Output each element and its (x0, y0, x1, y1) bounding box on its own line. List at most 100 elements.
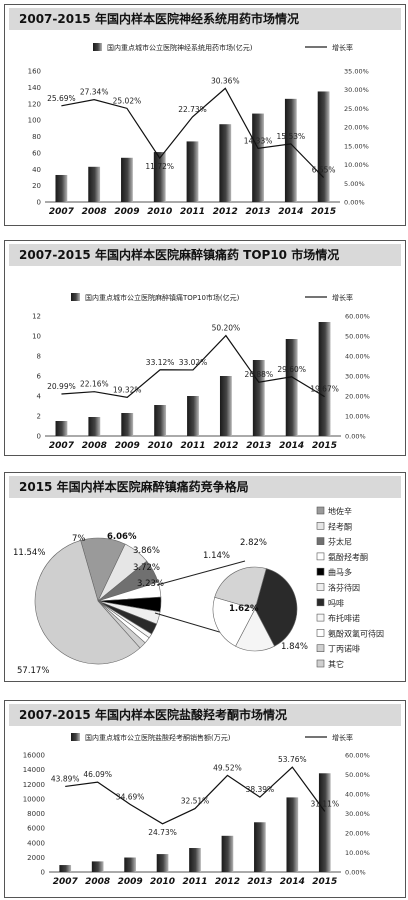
legend-swatch (316, 644, 325, 652)
growth-data-label: 14.33% (244, 136, 273, 145)
growth-data-label: 25.02% (113, 96, 142, 105)
y2-tick-label: 20.00% (344, 124, 369, 132)
legend-line-label: 增长率 (332, 43, 353, 52)
growth-line (65, 766, 326, 825)
bar (55, 174, 68, 202)
y-tick-label: 8000 (27, 810, 45, 818)
y2-tick-label: 30.00% (344, 86, 369, 94)
bar (252, 113, 264, 202)
growth-data-label: 38.39% (246, 785, 275, 794)
pie-data-label: 6.06% (107, 532, 137, 542)
bar (124, 857, 136, 872)
legend-label: 氨酚羟考酮 (328, 552, 368, 562)
bar (254, 822, 266, 872)
y-tick-label: 2 (37, 413, 41, 421)
x-tick-label: 2011 (182, 877, 207, 887)
x-tick-label: 2010 (147, 207, 172, 217)
bar (187, 396, 199, 436)
bar (121, 157, 133, 202)
x-tick-label: 2008 (82, 207, 107, 217)
x-tick-label: 2010 (148, 441, 173, 451)
pie-data-label: 3.23% (137, 579, 164, 589)
x-tick-label: 2008 (82, 441, 107, 451)
y2-tick-label: 30.00% (345, 373, 370, 381)
y-tick-label: 4 (37, 393, 42, 401)
y2-tick-label: 35.00% (344, 68, 369, 76)
y2-tick-label: 0.00% (345, 433, 366, 441)
bar (91, 861, 104, 872)
growth-data-label: 31.11% (310, 799, 339, 808)
x-tick-label: 2014 (280, 877, 305, 887)
legend-label: 吗啡 (328, 598, 344, 608)
bar (121, 413, 134, 436)
x-tick-label: 2009 (118, 877, 143, 887)
y-tick-label: 12000 (23, 781, 45, 789)
bar (186, 141, 199, 202)
pie-data-label: 3.86% (133, 546, 160, 556)
bar (55, 421, 68, 436)
growth-data-label: 22.73% (178, 105, 207, 114)
chart-panel-oxycodone: 2007-2015 年国内样本医院盐酸羟考酮市场情况 国内重点城市公立医院盐酸羟… (4, 700, 406, 898)
y-tick-label: 80 (32, 133, 41, 141)
x-tick-label: 2010 (150, 877, 175, 887)
y-tick-label: 4000 (27, 839, 45, 847)
legend-swatch (316, 521, 325, 530)
x-tick-label: 2012 (213, 441, 238, 451)
legend-label: 羟考酮 (328, 521, 352, 531)
detail-pie-data-label: 1.14% (203, 551, 230, 561)
legend-swatch (316, 552, 325, 561)
y-tick-label: 2000 (27, 854, 45, 862)
legend-swatch (316, 506, 325, 515)
growth-data-label: 24.73% (148, 828, 177, 837)
y-tick-label: 20 (32, 182, 41, 190)
legend-line-label: 增长率 (332, 293, 353, 302)
growth-data-label: 11.72% (145, 162, 174, 171)
y2-tick-label: 20.00% (345, 830, 370, 838)
growth-data-label: 20.99% (47, 382, 76, 391)
bar (318, 322, 331, 436)
growth-data-label: 26.88% (244, 370, 273, 379)
chart-title: 2007-2015 年国内样本医院神经系统用药市场情况 (9, 8, 401, 30)
y-tick-label: 6 (37, 373, 42, 381)
chart-panel-neuro: 2007-2015 年国内样本医院神经系统用药市场情况 国内重点城市公立医院神经… (4, 4, 406, 226)
growth-data-label: 22.16% (80, 380, 109, 389)
legend-bar-swatch (93, 43, 102, 51)
bar (88, 166, 101, 202)
bar (317, 91, 330, 202)
detail-pie-slice (254, 568, 298, 647)
legend-label: 洛芬待因 (328, 583, 360, 593)
x-tick-label: 2013 (246, 207, 271, 217)
legend-swatch (316, 583, 325, 591)
growth-data-label: 53.76% (278, 755, 307, 764)
growth-data-label: 19.67% (310, 385, 339, 394)
growth-data-label: 29.60% (277, 365, 306, 374)
y-tick-label: 10 (32, 333, 41, 341)
pie-slice (34, 540, 141, 665)
chart-title: 2007-2015 年国内样本医院盐酸羟考酮市场情况 (9, 704, 401, 726)
growth-data-label: 50.20% (212, 324, 241, 333)
legend-label: 丁丙诺啡 (328, 644, 360, 654)
y-tick-label: 60 (32, 149, 41, 157)
y2-tick-label: 10.00% (344, 161, 369, 169)
detail-pie-data-label: 2.82% (240, 538, 267, 548)
legend-label: 氨酚双氢可待因 (328, 628, 384, 638)
anesthetic-top10-combo-chart: 国内重点城市公立医院麻醉镇痛TOP10市场(亿元) 增长率 0 2 4 6 8 10 12 0.0… (32, 293, 370, 451)
pie-data-label: 57.17% (17, 666, 49, 676)
growth-data-label: 34.69% (116, 792, 145, 801)
detail-pie-slice (214, 566, 267, 610)
growth-data-label: 6.55% (312, 165, 336, 174)
y2-tick-label: 5.00% (344, 180, 365, 188)
legend-label: 芬太尼 (328, 537, 352, 547)
legend-swatch (316, 537, 325, 545)
y2-tick-label: 50.00% (345, 333, 370, 341)
x-tick-label: 2012 (213, 207, 238, 217)
x-tick-label: 2014 (278, 207, 303, 217)
y-tick-label: 120 (28, 100, 41, 108)
pie-data-label: 7% (72, 534, 86, 544)
bar (252, 360, 265, 436)
growth-data-label: 15.53% (277, 132, 306, 141)
y-tick-label: 0 (37, 433, 41, 441)
y-tick-label: 100 (28, 117, 41, 125)
legend-bar-label: 国内重点城市公立医院盐酸羟考酮销售额(万元) (85, 733, 231, 742)
y-tick-label: 10000 (23, 795, 45, 803)
